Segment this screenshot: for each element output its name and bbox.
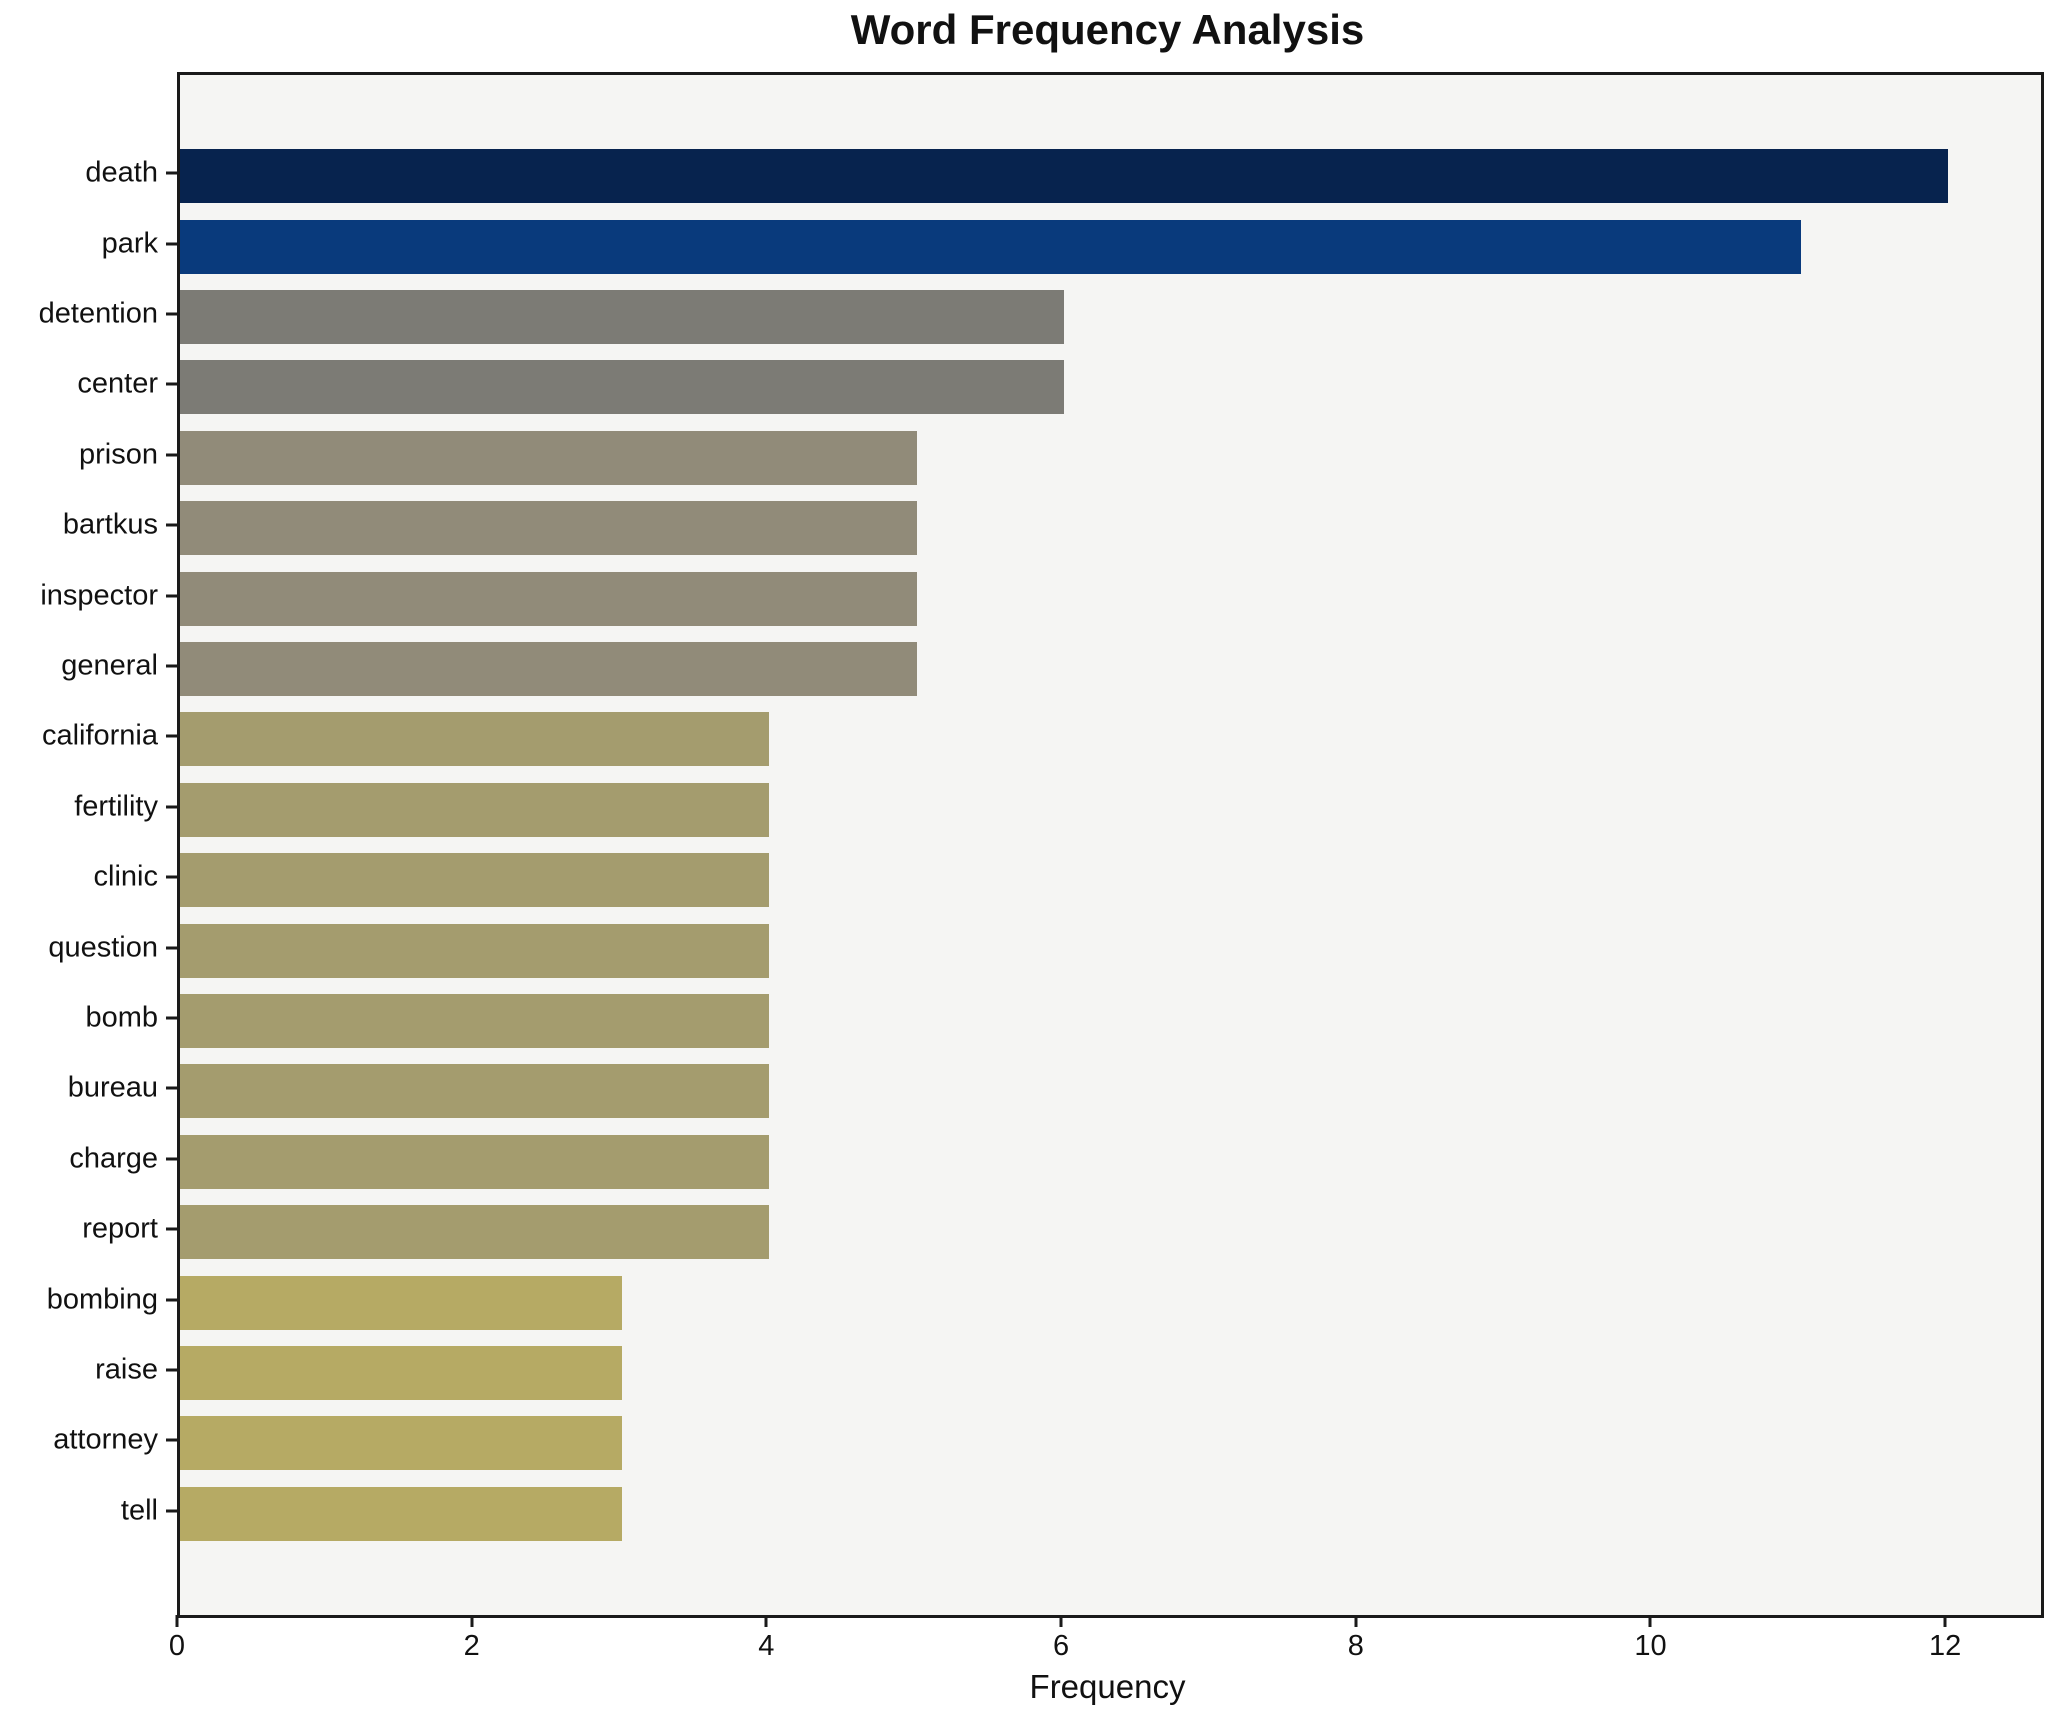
y-tick-mark: [166, 312, 177, 316]
y-tick-label: bartkus: [62, 508, 158, 541]
y-tick-label: park: [101, 227, 158, 260]
y-tick-mark: [166, 1438, 177, 1442]
y-tick-label: charge: [69, 1142, 158, 1175]
y-tick-label: detention: [38, 297, 158, 330]
bar: [180, 1416, 623, 1471]
x-tick-mark: [1059, 1615, 1063, 1627]
bar: [180, 430, 917, 485]
x-tick-label: 12: [1929, 1630, 1962, 1662]
x-tick-mark: [470, 1615, 474, 1627]
bar: [180, 360, 1065, 415]
x-tick-label: 6: [1053, 1630, 1070, 1662]
y-tick-label: bombing: [46, 1283, 158, 1316]
y-tick-mark: [166, 382, 177, 386]
y-tick-mark: [166, 664, 177, 668]
bar: [180, 149, 1949, 204]
y-tick-label: fertility: [74, 790, 158, 823]
bar: [180, 853, 770, 908]
y-tick-label: death: [85, 156, 158, 189]
y-tick-mark: [166, 171, 177, 175]
bar: [180, 501, 917, 556]
x-tick-label: 8: [1347, 1630, 1364, 1662]
y-tick-label: center: [77, 367, 158, 400]
bar: [180, 1486, 623, 1541]
y-tick-label: attorney: [53, 1423, 158, 1456]
y-tick-label: inspector: [40, 579, 158, 612]
x-tick-mark: [175, 1615, 179, 1627]
y-tick-mark: [166, 1298, 177, 1302]
plot-area: [177, 72, 2044, 1618]
bar: [180, 219, 1801, 274]
x-tick-label: 2: [463, 1630, 480, 1662]
y-tick-mark: [166, 1227, 177, 1231]
bar: [180, 923, 770, 978]
bar: [180, 290, 1065, 344]
bar: [180, 1275, 623, 1330]
x-tick-mark: [1648, 1615, 1652, 1627]
y-tick-label: raise: [95, 1353, 158, 1386]
x-tick-mark: [1354, 1615, 1358, 1627]
y-tick-mark: [166, 242, 177, 246]
bar: [180, 1205, 770, 1260]
y-tick-label: prison: [79, 438, 158, 471]
bar: [180, 1134, 770, 1189]
y-tick-label: clinic: [93, 860, 158, 893]
x-tick-label: 0: [168, 1630, 186, 1662]
y-tick-label: bureau: [67, 1071, 158, 1104]
x-tick-mark: [764, 1615, 768, 1627]
bar: [180, 1346, 623, 1400]
bar: [180, 994, 770, 1048]
bar: [180, 642, 917, 696]
y-tick-label: general: [61, 649, 158, 682]
y-tick-mark: [166, 594, 177, 598]
y-tick-mark: [166, 805, 177, 809]
x-tick-label: 10: [1634, 1630, 1667, 1662]
x-tick-mark: [1943, 1615, 1947, 1627]
x-axis-title: Frequency: [1029, 1668, 1186, 1705]
y-tick-label: california: [41, 719, 158, 752]
y-tick-mark: [166, 734, 177, 738]
y-tick-mark: [166, 453, 177, 457]
bar: [180, 1064, 770, 1119]
y-tick-label: tell: [120, 1494, 158, 1527]
y-tick-mark: [166, 946, 177, 950]
bar: [180, 571, 917, 626]
y-tick-label: question: [48, 931, 158, 964]
y-tick-label: bomb: [85, 1001, 158, 1034]
bar: [180, 782, 770, 837]
y-tick-mark: [166, 523, 177, 527]
y-tick-label: report: [82, 1212, 158, 1245]
y-tick-mark: [166, 875, 177, 879]
y-tick-mark: [166, 1016, 177, 1020]
y-tick-mark: [166, 1157, 177, 1161]
y-tick-mark: [166, 1086, 177, 1090]
chart-title: Word Frequency Analysis: [850, 6, 1365, 53]
y-tick-mark: [166, 1368, 177, 1372]
bar: [180, 712, 770, 767]
x-tick-label: 4: [758, 1630, 775, 1662]
y-tick-mark: [166, 1509, 177, 1513]
